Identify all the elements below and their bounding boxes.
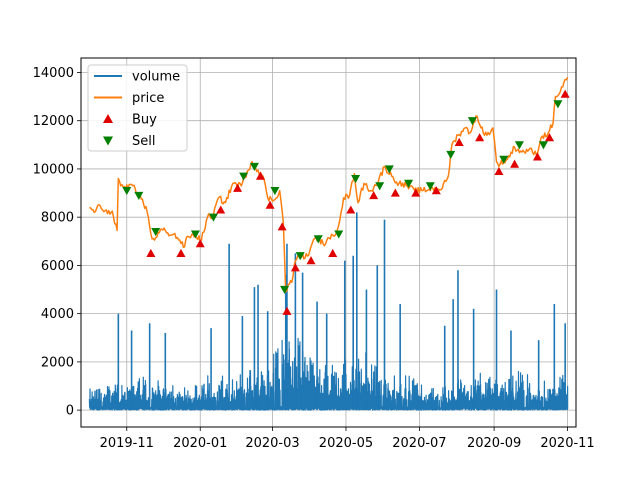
y-tick-label: 2000 [41, 355, 74, 370]
buy-marker [545, 133, 555, 142]
buy-marker [277, 222, 287, 231]
x-tick-label: 2019-11 [100, 436, 154, 451]
sell-marker [270, 187, 280, 196]
sell-marker [295, 252, 305, 261]
buy-marker [328, 248, 338, 257]
legend-swatch-sell [103, 136, 113, 146]
y-tick-label: 10000 [33, 162, 74, 177]
sell-marker [239, 172, 249, 181]
buy-marker [560, 89, 570, 98]
buy-marker [233, 183, 243, 192]
x-tick-label: 2020-09 [467, 436, 521, 451]
sell-marker [190, 230, 200, 239]
sell-marker [404, 179, 414, 188]
buy-marker [216, 205, 226, 214]
buy-marker [282, 306, 292, 315]
y-tick-label: 4000 [41, 307, 74, 322]
legend-box [87, 64, 188, 152]
legend-swatch-buy [103, 114, 113, 123]
sell-marker [313, 235, 323, 244]
x-tick-label: 2020-05 [319, 436, 373, 451]
y-tick-label: 14000 [33, 66, 74, 81]
buy-marker [411, 188, 421, 197]
sell-marker [280, 285, 290, 295]
price-line [89, 76, 569, 293]
sell-marker [446, 150, 456, 159]
sell-marker [467, 117, 477, 126]
legend-label-price: price [132, 91, 164, 106]
sell-marker [122, 187, 132, 196]
buy-marker [494, 166, 504, 175]
y-tick-label: 0 [66, 404, 74, 419]
sell-marker [351, 174, 361, 184]
buy-marker [510, 159, 520, 168]
sell-marker [553, 100, 563, 109]
legend-label-buy: Buy [132, 113, 157, 128]
y-tick-label: 12000 [33, 114, 74, 129]
buy-marker [369, 190, 379, 200]
sell-marker [384, 165, 394, 174]
price-series [89, 76, 569, 293]
y-tick-label: 8000 [41, 211, 74, 226]
volume-series [88, 212, 569, 411]
buy-marker [265, 200, 275, 209]
buy-marker [475, 133, 485, 142]
sell-marker [375, 182, 385, 191]
sell-marker [499, 155, 509, 164]
x-tick-label: 2020-07 [392, 436, 446, 451]
legend-label-volume: volume [132, 70, 180, 85]
buy-marker [346, 205, 356, 214]
legend-label-sell: Sell [132, 134, 155, 149]
buy-marker [306, 256, 316, 265]
x-tick-label: 2020-01 [173, 436, 227, 451]
plot-frame [80, 57, 577, 428]
buy-marker [195, 239, 205, 248]
buy-marker [146, 248, 156, 257]
buy-marker [431, 186, 441, 195]
sell-marker [208, 213, 218, 222]
buy-marker [390, 188, 400, 197]
sell-marker [134, 191, 144, 200]
sell-marker [425, 182, 435, 191]
legend[interactable]: volume price Buy Sell [87, 64, 188, 152]
axis-ticks: 0 2000 4000 6000 8000 10000 12000 14000 2019-11 2… [33, 66, 595, 451]
buy-marker [454, 137, 464, 147]
sell-marker [151, 228, 161, 237]
volume-line [88, 337, 569, 411]
buy-marker [255, 171, 265, 180]
buy-marker [290, 263, 300, 272]
sell-marker [538, 141, 548, 150]
buy-marker [176, 248, 186, 257]
signal-markers [122, 89, 570, 315]
sell-marker [334, 230, 344, 239]
sell-marker [249, 162, 259, 172]
buy-marker [532, 152, 542, 161]
x-tick-label: 2020-11 [540, 436, 594, 451]
y-tick-label: 6000 [41, 259, 74, 274]
sell-marker [514, 141, 524, 150]
x-tick-label: 2020-03 [245, 436, 299, 451]
